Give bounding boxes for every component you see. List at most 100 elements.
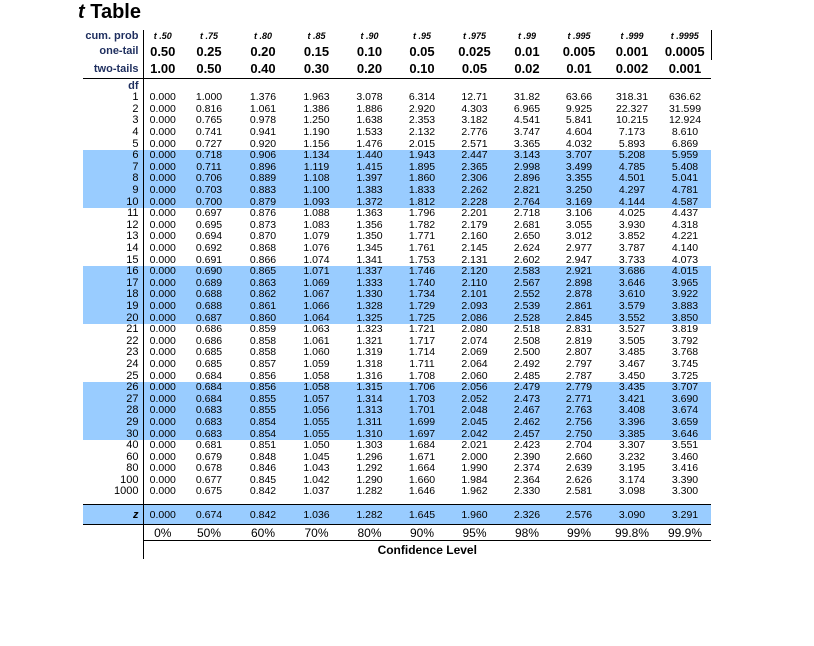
confidence-cell: 95% xyxy=(448,524,501,541)
df-cell: 18 xyxy=(83,289,144,301)
value-cell: 2.896 xyxy=(501,173,553,185)
value-cell: 3.850 xyxy=(659,312,711,324)
two-tails-cell: 0.002 xyxy=(605,60,659,79)
two-tails-label: two-tails xyxy=(83,60,144,79)
value-cell: 2.086 xyxy=(448,312,501,324)
z-label: z xyxy=(83,504,144,525)
value-cell: 2.060 xyxy=(461,370,488,382)
confidence-cell: 50% xyxy=(182,524,236,541)
value-cell: 1.064 xyxy=(290,312,343,324)
value-cell: 2.048 xyxy=(448,405,501,417)
value-cell: 0.690 xyxy=(182,265,236,278)
value-cell: 7.173 xyxy=(618,126,646,139)
one-tail-cell: 0.005 xyxy=(562,43,596,59)
one-tail-cell: 0.20 xyxy=(250,43,276,59)
value-cell: 0.700 xyxy=(182,196,236,208)
value-cell: 0.685 xyxy=(195,347,223,359)
value-cell: 0.000 xyxy=(149,474,176,486)
spacer-cell xyxy=(553,498,605,505)
table-row: 23 0.000 0.685 0.858 1.060 1.319 1.714 2.069 2.5… xyxy=(83,347,711,359)
z-cell: 3.090 xyxy=(605,504,659,525)
value-cell: 1.083 xyxy=(303,219,330,231)
confidence-cell: 90% xyxy=(396,524,448,541)
z-cell: 2.326 xyxy=(501,504,553,525)
df-cell: 9 xyxy=(83,184,144,197)
cum-prob-cell: t .85 xyxy=(307,31,326,41)
value-cell: 3.174 xyxy=(618,474,646,486)
confidence-level-label: Confidence Level xyxy=(142,540,711,559)
value-cell: 3.787 xyxy=(618,242,646,255)
value-cell: 1.055 xyxy=(290,416,343,429)
z-cell: 1.036 xyxy=(290,504,343,525)
value-cell: 3.250 xyxy=(553,184,605,197)
value-cell: 2.110 xyxy=(448,277,501,290)
footer-empty xyxy=(83,541,143,559)
value-cell: 1.638 xyxy=(356,115,383,127)
value-cell: 2.045 xyxy=(448,416,501,429)
cum-prob-cell: t .50 xyxy=(153,31,172,41)
title-t: t xyxy=(78,1,85,23)
two-tails-cell: 0.001 xyxy=(659,60,711,79)
value-cell: 1.708 xyxy=(408,370,436,382)
value-cell: 4.604 xyxy=(565,126,593,139)
df-cell: 6 xyxy=(83,149,144,162)
df-cell: 20 xyxy=(83,312,144,324)
value-cell: 0.866 xyxy=(249,254,277,266)
value-cell: 0.858 xyxy=(249,335,277,347)
spacer-cell xyxy=(182,498,236,505)
value-cell: 2.365 xyxy=(448,161,501,174)
value-cell: 0.685 xyxy=(195,358,223,370)
value-cell: 0.842 xyxy=(249,486,277,498)
value-cell: 0.000 xyxy=(143,173,182,185)
one-tail-cell: 0.0005 xyxy=(659,42,712,60)
value-cell: 1.250 xyxy=(303,115,330,127)
value-cell: 2.831 xyxy=(565,323,593,336)
table-row: 11 0.000 0.697 0.876 1.088 1.363 1.796 2.201 2.7… xyxy=(83,207,711,220)
value-cell: 3.674 xyxy=(659,405,711,417)
value-cell: 2.552 xyxy=(501,289,553,301)
value-cell: 1.314 xyxy=(343,393,396,406)
z-cell: 1.645 xyxy=(396,504,448,525)
value-cell: 1.671 xyxy=(408,451,436,463)
value-cell: 2.080 xyxy=(461,323,488,336)
value-cell: 2.069 xyxy=(461,347,488,359)
cum-prob-cell: t .95 xyxy=(412,31,431,41)
value-cell: 4.318 xyxy=(671,219,699,231)
two-tails-row: two-tails 1.00 0.50 0.40 0.30 0.20 0.10 0.05 0.0… xyxy=(83,60,711,79)
value-cell: 0.856 xyxy=(236,381,290,394)
value-cell: 1.697 xyxy=(396,428,448,440)
value-cell: 6.869 xyxy=(671,138,699,150)
spacer-cell xyxy=(605,498,659,505)
value-cell: 3.307 xyxy=(618,439,646,452)
value-cell: 2.508 xyxy=(513,335,541,347)
df-header-row: df xyxy=(83,78,711,92)
confidence-cell: 99.9% xyxy=(659,524,711,541)
value-cell: 3.747 xyxy=(513,126,541,139)
value-cell: 0.000 xyxy=(149,323,176,336)
confidence-cell: 80% xyxy=(343,524,396,541)
value-cell: 3.416 xyxy=(671,463,699,475)
value-cell: 0.862 xyxy=(236,289,290,301)
value-cell: 0.688 xyxy=(182,289,236,301)
df-cell: 2 xyxy=(83,103,144,116)
value-cell: 5.841 xyxy=(565,115,593,127)
value-cell: 3.610 xyxy=(605,289,659,301)
value-cell: 0.000 xyxy=(149,231,176,243)
value-cell: 3.408 xyxy=(605,405,659,417)
value-cell: 1.337 xyxy=(343,265,396,278)
value-cell: 1.074 xyxy=(303,254,330,266)
confidence-cell: 70% xyxy=(290,524,343,541)
spacer-cell xyxy=(501,498,553,505)
cum-prob-cell: t .9995 xyxy=(659,30,712,42)
value-cell: 2.947 xyxy=(565,254,593,266)
value-cell: 0.860 xyxy=(236,312,290,324)
value-cell: 0.000 xyxy=(149,138,176,150)
empty-cell xyxy=(553,78,605,92)
value-cell: 3.390 xyxy=(671,474,699,486)
value-cell: 0.858 xyxy=(249,347,277,359)
value-cell: 0.000 xyxy=(149,219,176,231)
value-cell: 4.032 xyxy=(565,138,593,150)
df-cell: 26 xyxy=(83,381,144,394)
value-cell: 0.677 xyxy=(195,474,223,486)
two-tails-cell: 0.02 xyxy=(501,60,553,79)
